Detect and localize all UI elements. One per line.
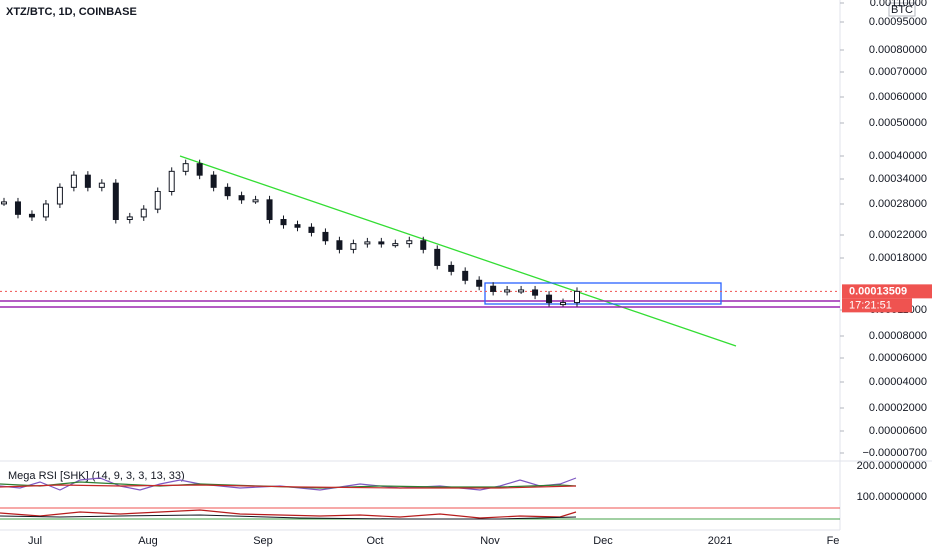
- x-tick-label: Oct: [366, 535, 383, 547]
- y-tick-label: 0.00034000: [869, 173, 927, 185]
- range-box: [484, 282, 722, 305]
- last-price-label: 0.00013509: [849, 285, 907, 297]
- y-tick-label: 0.00002000: [869, 402, 927, 414]
- y-tick-label: 0.00050000: [869, 117, 927, 129]
- candle: [518, 289, 525, 293]
- x-tick-label: 2021: [708, 535, 732, 547]
- countdown-box: [842, 298, 912, 313]
- candle: [448, 264, 455, 272]
- indicator-title: Mega RSI [SHK] (14, 9, 3, 3, 13, 33): [8, 470, 185, 482]
- y-tick-label: 0.00110000: [870, 0, 927, 9]
- candle: [280, 219, 287, 226]
- y-tick-label: −0.00000700: [862, 447, 927, 459]
- candle: [294, 224, 301, 228]
- candle: [168, 170, 175, 192]
- x-tick-label: Dec: [593, 535, 613, 547]
- candle: [420, 240, 427, 250]
- last-price-box: [842, 284, 932, 299]
- candle: [574, 290, 580, 304]
- candle: [42, 203, 49, 218]
- y-tick-label: 0.00008000: [869, 330, 927, 342]
- candle: [224, 186, 231, 197]
- x-tick-label: Aug: [138, 535, 158, 547]
- x-tick-label: Nov: [480, 535, 500, 547]
- indicator-line: [0, 509, 577, 519]
- countdown: 17:21:51: [849, 299, 892, 311]
- candle: [112, 182, 119, 221]
- candle: [462, 270, 469, 281]
- candle: [322, 231, 329, 242]
- candle: [196, 163, 203, 176]
- candle: [56, 186, 63, 205]
- candle: [252, 199, 259, 203]
- candle: [532, 289, 539, 296]
- candle: [126, 216, 133, 221]
- candle: [560, 302, 567, 306]
- candle: [490, 285, 497, 292]
- y-tick-label: 0.00018000: [869, 252, 927, 264]
- candle: [504, 289, 511, 293]
- y-tick-label: 0.00000600: [869, 425, 927, 437]
- candle: [434, 248, 441, 266]
- rsi-line: [0, 477, 577, 491]
- candle: [154, 191, 161, 210]
- y-tick-label: 0.00040000: [869, 150, 927, 162]
- x-tick-label: Fe: [827, 535, 840, 547]
- y-tick-label: 0.00060000: [869, 91, 927, 103]
- candle: [84, 174, 91, 188]
- candle: [406, 240, 413, 245]
- y-tick-label: 0.00022000: [869, 229, 927, 241]
- candle: [210, 174, 217, 188]
- x-tick-label: Jul: [28, 535, 42, 547]
- y-tick-label: 0.00006000: [869, 352, 927, 364]
- chart-title: XTZ/BTC, 1D, COINBASE: [6, 6, 137, 18]
- rsi-average: [0, 484, 577, 489]
- candle: [378, 241, 385, 245]
- y-tick-label: 0.00004000: [869, 376, 927, 388]
- candle: [546, 294, 553, 304]
- candle: [1, 201, 7, 205]
- candle: [476, 279, 483, 287]
- indicator-line: [0, 514, 577, 520]
- candle: [238, 195, 245, 201]
- x-tick-label: Sep: [253, 535, 273, 547]
- candle: [14, 201, 21, 215]
- indicator-tick-label: 200.00000000: [857, 460, 927, 472]
- y-tick-label: 0.00095000: [869, 16, 927, 28]
- candle: [70, 174, 77, 188]
- candle: [336, 240, 343, 250]
- candle: [392, 243, 399, 247]
- candle: [98, 182, 105, 188]
- y-tick-label: 0.00080000: [869, 44, 927, 56]
- currency-box: [888, 2, 916, 17]
- candle: [266, 199, 273, 220]
- trendline: [179, 155, 737, 347]
- y-tick-label: 0.00070000: [869, 66, 927, 78]
- indicator-tick-label: 100.00000000: [857, 491, 927, 503]
- currency: BTC: [891, 4, 913, 16]
- candle: [182, 163, 189, 172]
- candle: [364, 241, 371, 245]
- candle: [140, 208, 147, 218]
- candle: [308, 226, 315, 233]
- y-tick-label: 0.00028000: [869, 198, 927, 210]
- candle: [350, 243, 357, 250]
- candle: [28, 213, 35, 218]
